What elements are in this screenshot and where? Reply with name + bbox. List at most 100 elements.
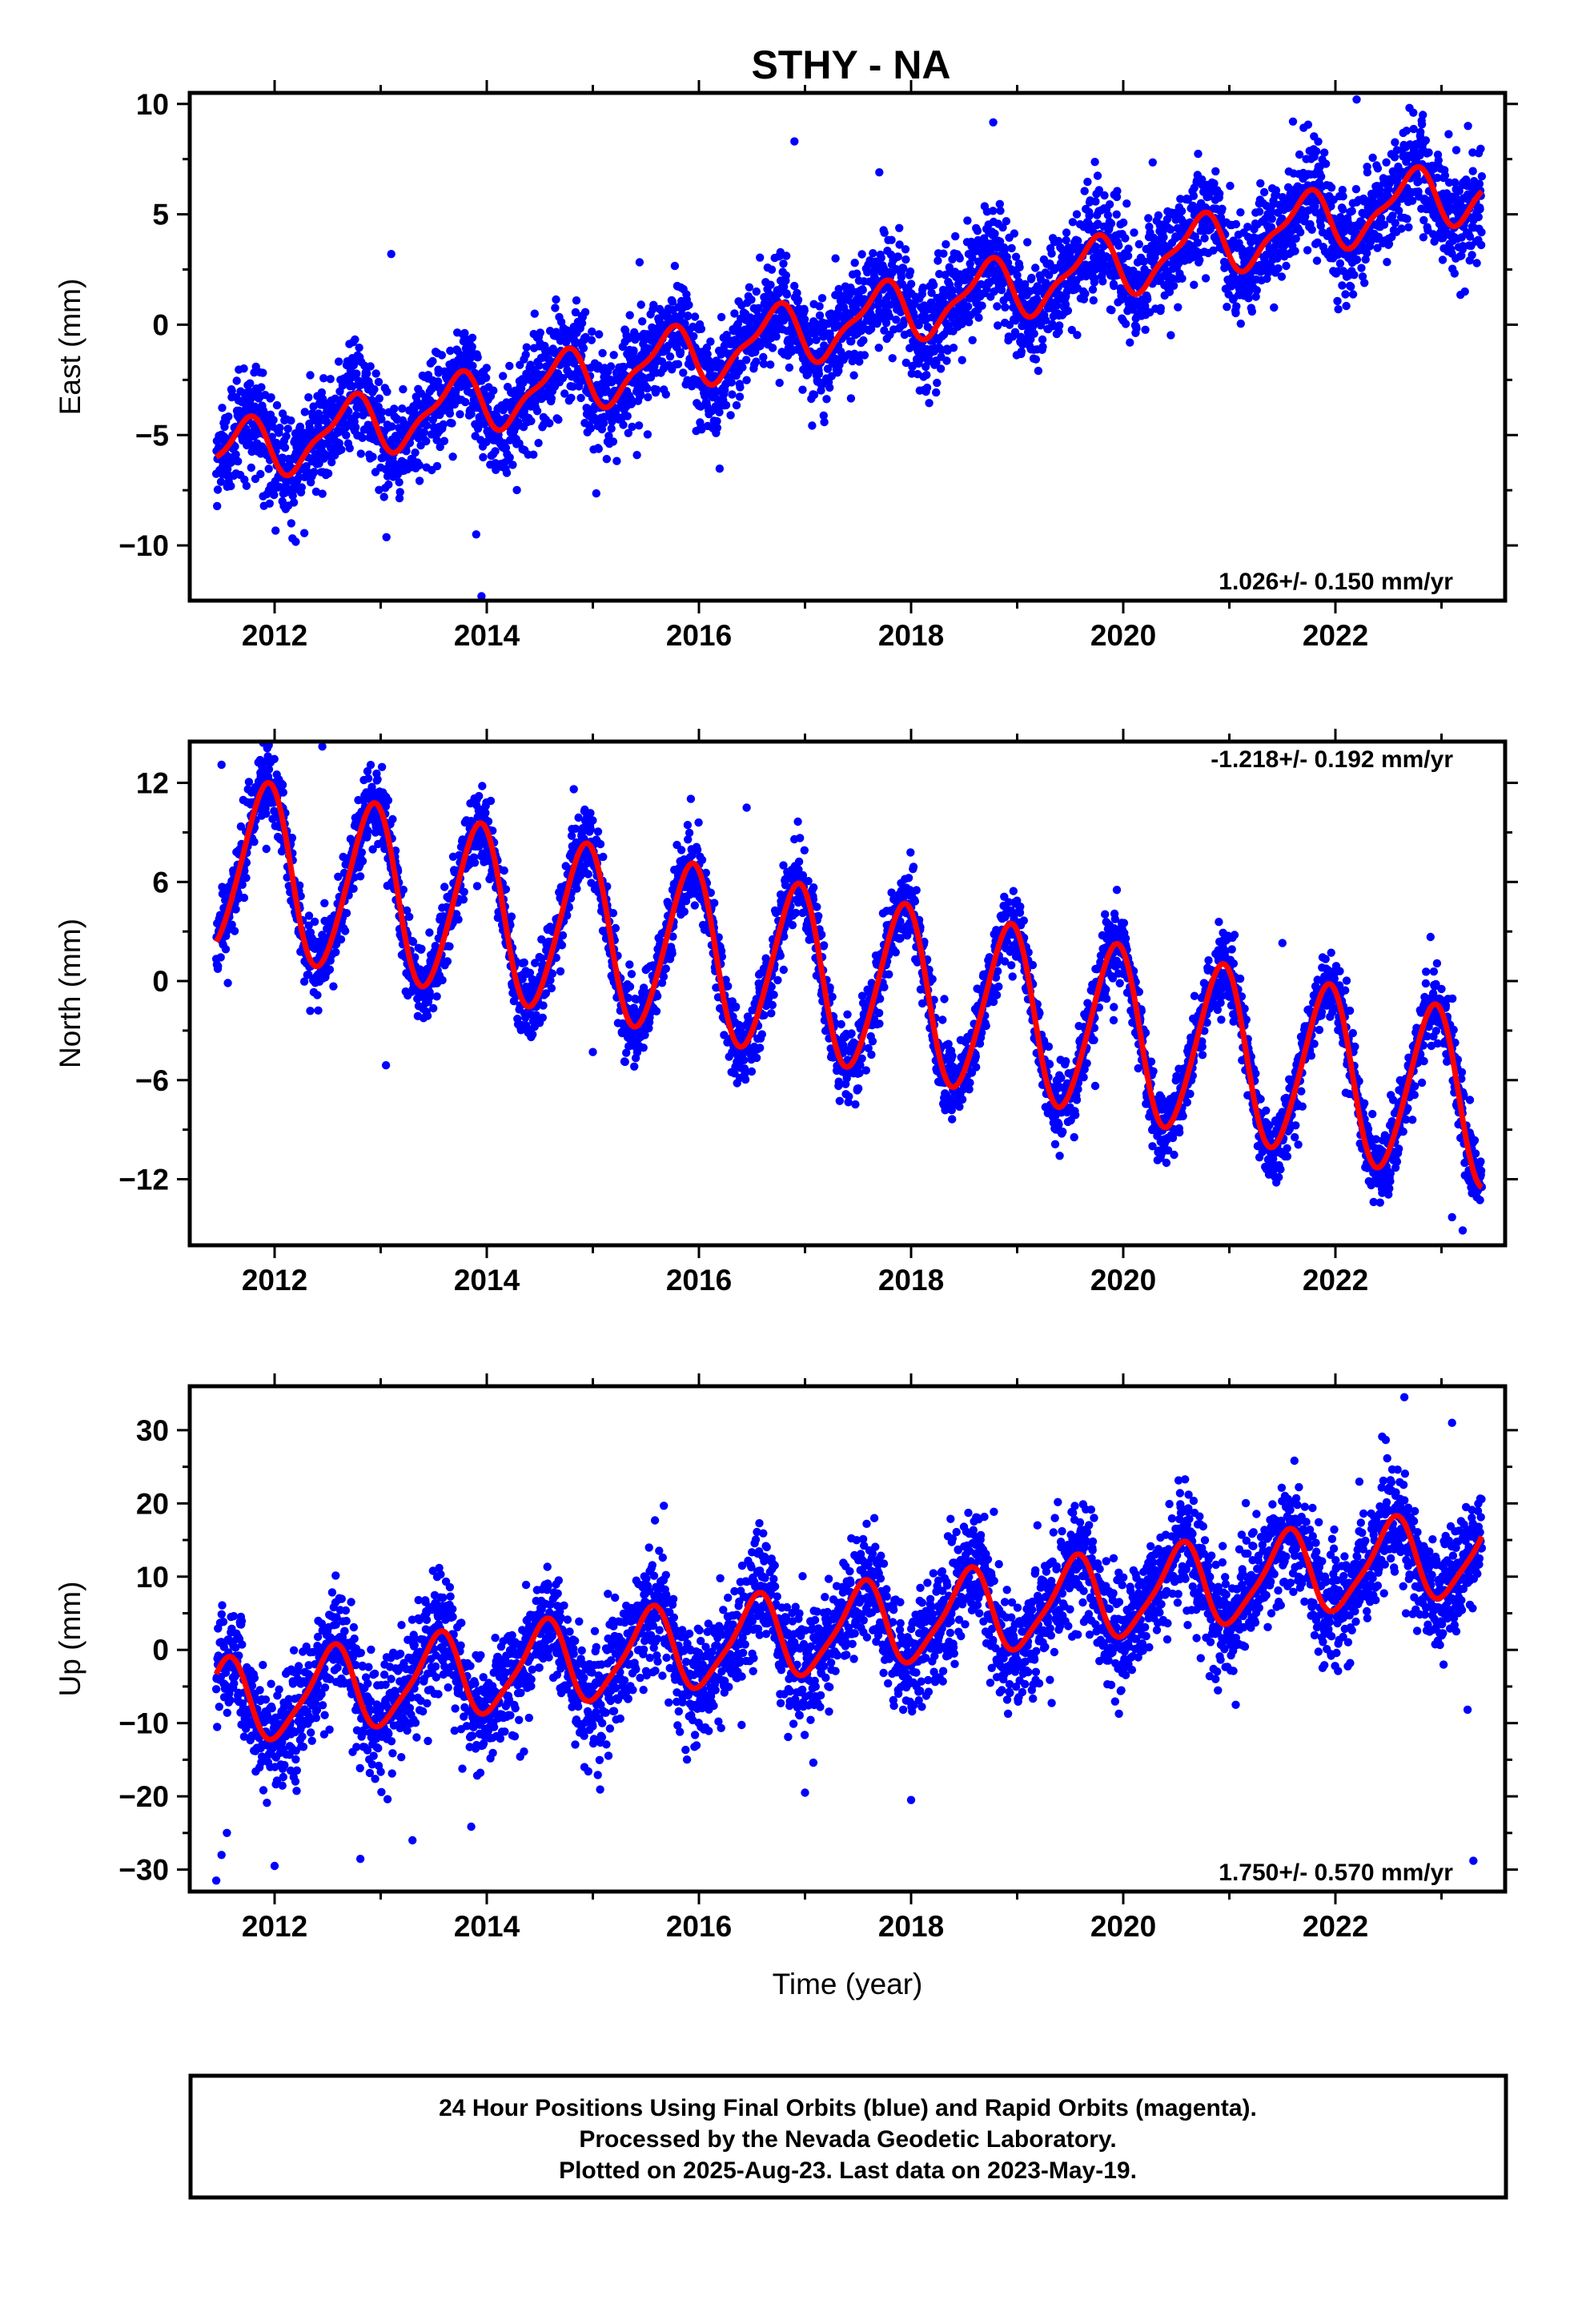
north-data-point [242,874,251,883]
east-data-point [713,424,722,432]
east-data-point [224,412,233,421]
east-data-point [1438,255,1447,264]
east-data-point [246,379,255,388]
east-data-point [1274,264,1283,273]
east-data-point [439,420,448,429]
east-data-point [728,390,737,399]
east-data-point [473,353,482,362]
east-data-point [428,356,437,366]
north-data-point [325,965,335,974]
east-data-point [809,390,819,400]
east-data-point [880,228,889,237]
east-data-point [1419,111,1427,119]
east-data-point [906,279,916,288]
east-data-point [468,342,476,352]
east-data-point [689,332,698,341]
east-data-point [351,335,359,344]
east-data-point [1357,263,1366,272]
east-data-point [1123,251,1133,260]
east-data-point [747,296,756,304]
east-data-point [411,448,420,457]
east-data-point [635,258,644,267]
east-data-point [756,253,765,262]
east-data-point [432,461,442,471]
east-data-point [1023,238,1032,247]
east-data-point [402,447,411,456]
east-data-point [1339,192,1347,201]
east-data-point [996,207,1005,215]
east-data-point [607,424,616,433]
north-data-point [223,979,232,987]
east-data-point [702,344,712,352]
east-data-point [1100,191,1109,200]
east-data-point [1347,282,1355,292]
east-data-point [644,392,652,402]
east-data-point [234,456,243,466]
east-data-point [752,287,761,296]
east-data-point [901,245,910,254]
east-y-tick-label: 0 [152,308,169,341]
east-x-tick-label: 2020 [1090,619,1156,652]
east-data-point [887,235,896,244]
east-data-point [1452,146,1461,155]
east-data-point [963,216,972,225]
east-data-point [847,337,856,346]
east-data-point [1416,127,1425,137]
east-data-point [491,447,500,456]
east-data-point [636,300,645,309]
east-data-point [612,456,621,465]
east-data-point [275,424,284,432]
east-data-point [1476,240,1486,250]
east-data-point [375,485,383,494]
east-data-point [482,364,491,372]
east-data-point [888,354,897,363]
north-data-point [357,848,367,857]
east-data-point [1404,223,1413,231]
east-data-point [595,330,604,339]
east-data-point [858,285,867,295]
east-data-point [572,296,581,305]
east-data-point [270,490,279,500]
east-data-point [1112,210,1121,219]
east-data-point [958,356,966,364]
north-data-point [363,826,372,835]
east-data-point [905,344,914,352]
north-data-point [314,1006,323,1015]
east-data-point [652,385,661,394]
east-data-point [1121,234,1130,243]
east-data-point [377,408,387,416]
east-data-point [467,409,476,419]
east-data-point [1314,137,1323,146]
east-data-point [586,424,595,433]
east-data-point [949,344,958,352]
east-data-point [422,436,431,446]
east-data-point [366,362,375,371]
east-data-point [955,254,965,263]
east-data-point [395,478,404,487]
north-data-point [313,991,322,999]
east-data-point [901,255,910,264]
east-data-point [327,458,336,467]
east-data-point [1031,355,1041,364]
east-data-point [1130,228,1138,237]
east-data-point [580,308,590,316]
east-outlier-point [472,530,480,539]
east-data-point [594,444,603,453]
east-y-tick-label: −5 [135,419,169,452]
east-data-point [624,428,632,437]
east-data-point [643,384,652,393]
east-data-point [1360,279,1369,287]
east-data-point [334,357,343,366]
east-data-point [1295,150,1304,159]
east-data-point [1296,227,1305,237]
east-data-point [384,480,393,489]
east-data-point [939,249,948,258]
east-data-point [289,498,299,507]
east-data-point [880,326,889,335]
east-data-point [1476,144,1485,153]
east-data-point [619,420,628,429]
east-data-point [793,288,801,298]
east-data-point [785,363,794,372]
east-data-point [759,360,769,368]
east-data-point [342,431,351,440]
